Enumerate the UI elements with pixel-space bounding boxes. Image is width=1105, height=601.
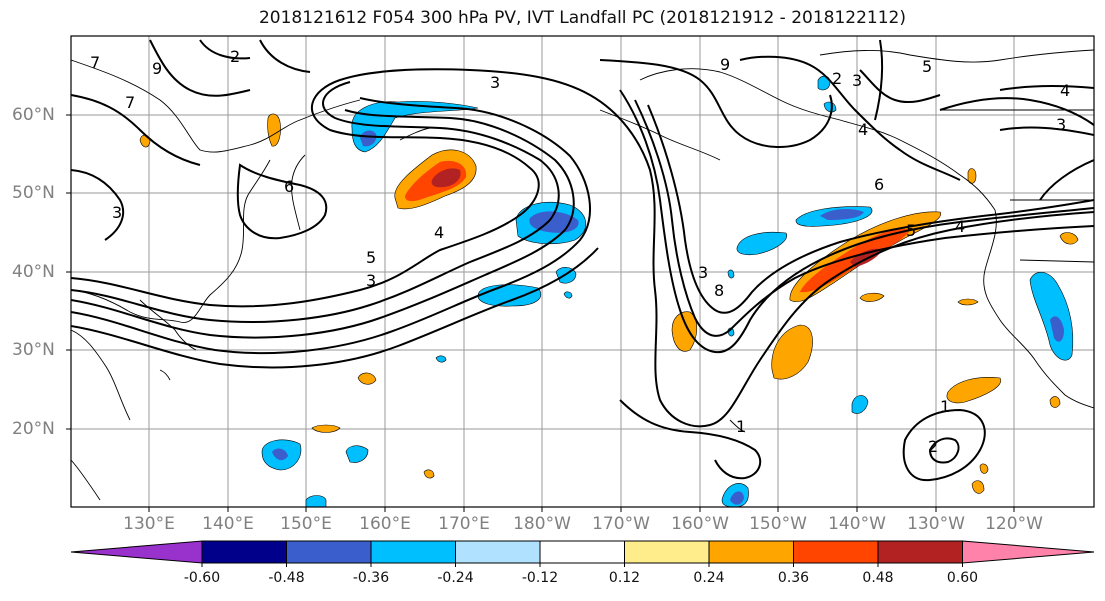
colorbar-segment (201, 540, 287, 564)
colorbar-tick-label: -0.48 (268, 570, 305, 586)
colorbar-segment (877, 540, 963, 564)
contour-label: 3 (366, 271, 376, 290)
lon-label: 130°E (123, 514, 175, 534)
colorbar-segment (455, 540, 541, 564)
colorbar-extend-high (962, 540, 1095, 564)
contour-label: 2 (832, 69, 842, 88)
colorbar-segment (370, 540, 456, 564)
contour-label: 7 (125, 93, 135, 112)
colorbar-tick-label: 0.24 (693, 570, 725, 586)
lat-label: 60°N (12, 105, 55, 125)
lon-label: 130°W (907, 514, 965, 534)
lat-label: 30°N (12, 340, 55, 360)
gridlines (71, 36, 1094, 507)
colorbar-tick-label: 0.48 (862, 570, 894, 586)
contour-label: 2 (230, 47, 240, 66)
contour-label: 4 (955, 217, 965, 236)
contour-label: 6 (874, 175, 884, 194)
colorbar-tick-label: -0.36 (352, 570, 390, 586)
lon-label: 140°W (828, 514, 886, 534)
map-title: 2018121612 F054 300 hPa PV, IVT Landfall… (258, 8, 906, 28)
colorbar (70, 540, 1095, 567)
lon-label: 120°W (985, 514, 1043, 534)
contour-label: 5 (922, 57, 932, 76)
lat-label: 20°N (12, 419, 55, 439)
colorbar-tick-label: 0.36 (777, 570, 810, 586)
lat-label: 40°N (12, 262, 55, 282)
contour-label: 3 (698, 263, 708, 282)
contour-label: 1 (940, 397, 950, 416)
colorbar-tick-label: -0.24 (437, 570, 474, 586)
lon-label: 160°W (671, 514, 729, 534)
contour-label: 4 (858, 120, 868, 139)
contour-label: 6 (284, 177, 294, 196)
lon-label: 160°E (359, 514, 411, 534)
contour-label: 5 (906, 221, 916, 240)
lon-label: 170°E (438, 514, 490, 534)
colorbar-tick-label: -0.12 (521, 570, 559, 586)
lon-label: 140°E (202, 514, 254, 534)
contour-label: 9 (720, 55, 730, 74)
colorbar-segment (793, 540, 879, 564)
pv-contours (71, 39, 1094, 482)
colorbar-segment (708, 540, 794, 564)
colorbar-extend-low (70, 540, 203, 564)
lat-label: 50°N (12, 183, 55, 203)
lon-label: 150°E (280, 514, 332, 534)
colorbar-segment (286, 540, 372, 564)
contour-label: 3 (852, 71, 862, 90)
contour-label: 9 (152, 59, 162, 78)
contour-labels: 7 9 7 2 3 9 3 5 2 3 4 4 3 6 3 6 4 5 3 8 … (90, 47, 1070, 456)
lon-label: 180°W (513, 514, 571, 534)
contour-label: 1 (736, 417, 746, 436)
contour-label: 5 (366, 248, 376, 267)
lon-label: 150°W (749, 514, 807, 534)
contour-label: 3 (112, 203, 122, 222)
colorbar-tick-label: 0.12 (608, 570, 641, 586)
contour-label: 3 (1056, 115, 1066, 134)
contour-label: 2 (928, 437, 938, 456)
axis-ticks (66, 114, 1015, 512)
colorbar-segment (624, 540, 710, 564)
colorbar-segment (539, 540, 625, 564)
colorbar-tick-label: 0.60 (946, 570, 979, 586)
contour-label: 4 (434, 223, 444, 242)
colorbar-tick-label: -0.60 (183, 570, 221, 586)
lon-label: 170°W (592, 514, 650, 534)
contour-label: 4 (1060, 81, 1070, 100)
contour-label: 8 (714, 281, 724, 300)
coastlines (71, 49, 1094, 501)
contour-label: 7 (90, 53, 100, 72)
contour-label: 3 (490, 73, 500, 92)
